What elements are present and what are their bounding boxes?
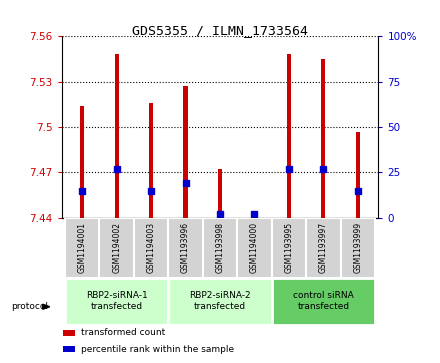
Bar: [169, 278, 271, 325]
Bar: [306, 218, 341, 278]
Bar: [65, 218, 99, 278]
Text: GSM1193998: GSM1193998: [216, 222, 224, 273]
Bar: [203, 218, 237, 278]
Text: GSM1194001: GSM1194001: [78, 222, 87, 273]
Bar: [99, 218, 134, 278]
Bar: [356, 131, 360, 218]
Text: control siRNA
transfected: control siRNA transfected: [293, 291, 354, 311]
Bar: [115, 54, 119, 218]
Text: GSM1194000: GSM1194000: [250, 222, 259, 273]
Text: transformed count: transformed count: [81, 329, 165, 337]
Text: GSM1193996: GSM1193996: [181, 222, 190, 273]
Text: GDS5355 / ILMN_1733564: GDS5355 / ILMN_1733564: [132, 24, 308, 37]
Text: percentile rank within the sample: percentile rank within the sample: [81, 345, 234, 354]
Text: GSM1193995: GSM1193995: [284, 222, 293, 273]
Bar: [237, 218, 271, 278]
Bar: [134, 218, 169, 278]
Bar: [63, 346, 75, 352]
Bar: [271, 218, 306, 278]
Bar: [183, 86, 187, 218]
Text: GSM1193999: GSM1193999: [353, 222, 362, 273]
Bar: [271, 278, 375, 325]
Polygon shape: [43, 304, 50, 309]
Bar: [218, 170, 222, 218]
Bar: [80, 106, 84, 218]
Text: RBP2-siRNA-2
transfected: RBP2-siRNA-2 transfected: [189, 291, 251, 311]
Text: GSM1194003: GSM1194003: [147, 222, 156, 273]
Text: GSM1193997: GSM1193997: [319, 222, 328, 273]
Text: protocol: protocol: [11, 302, 48, 311]
Bar: [65, 278, 169, 325]
Text: GSM1194002: GSM1194002: [112, 222, 121, 273]
Bar: [341, 218, 375, 278]
Bar: [287, 54, 291, 218]
Text: RBP2-siRNA-1
transfected: RBP2-siRNA-1 transfected: [86, 291, 147, 311]
Bar: [169, 218, 203, 278]
Bar: [253, 216, 257, 218]
Bar: [149, 103, 153, 218]
Bar: [321, 59, 325, 218]
Bar: [63, 330, 75, 336]
